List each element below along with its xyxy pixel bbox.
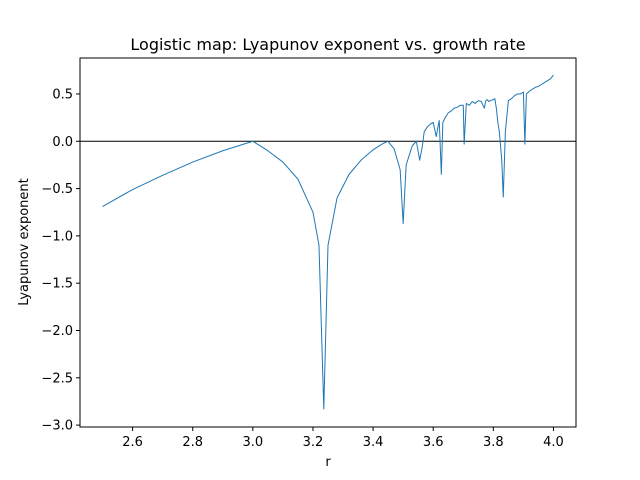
chart-title: Logistic map: Lyapunov exponent vs. grow… [130,35,525,54]
y-tick-label: 0.5 [52,87,73,102]
series-layer [102,74,554,410]
plot-area [80,58,576,427]
x-tick-label: 3.0 [243,435,264,450]
y-tick-label: −0.5 [41,182,73,197]
plot-frame [79,57,577,428]
x-tick-label: 3.6 [423,435,444,450]
x-tick-label: 3.2 [303,435,324,450]
y-tick-label: 0.0 [52,135,73,150]
x-tick-label: 3.8 [483,435,504,450]
x-tick-label: 2.6 [122,435,143,450]
y-axis-label: Lyapunov exponent [17,178,32,305]
y-tick-label: −1.5 [41,277,73,292]
y-tick-label: −3.0 [41,419,73,434]
x-tick-label: 3.4 [363,435,384,450]
x-tick-label: 2.8 [182,435,203,450]
y-tick-label: −2.5 [41,371,73,386]
x-tick-label: 4.0 [543,435,564,450]
y-axis-ticks: 0.5 0.0 −0.5 −1.0 −1.5 −2.0 −2.5 −3.0 [41,87,80,434]
y-tick-label: −2.0 [41,324,73,339]
y-tick-label: −1.0 [41,229,73,244]
lyapunov-series-line [102,74,554,410]
x-axis-label: r [325,455,331,470]
x-axis-ticks: 2.6 2.8 3.0 3.2 3.4 3.6 3.8 4.0 [122,427,564,450]
